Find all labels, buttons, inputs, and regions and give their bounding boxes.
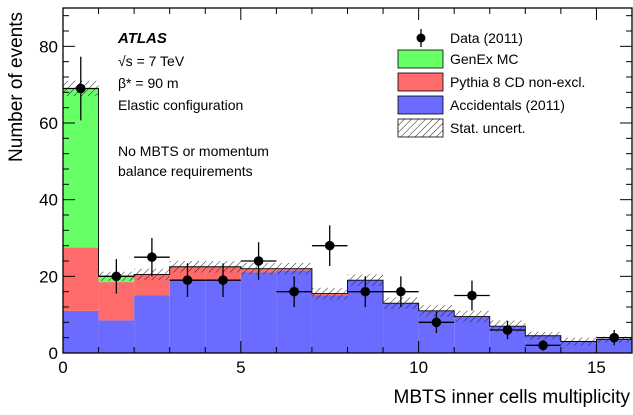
y-tick-label-20: 20: [39, 267, 58, 286]
data-point-8: [360, 286, 371, 297]
bar-series1-bin0: [63, 247, 99, 311]
data-point-0: [75, 83, 86, 94]
stat-uncert-band-bin10: [418, 305, 455, 317]
bar-series0-bin14: [560, 341, 597, 353]
legend-entry-genex: GenEx MC: [397, 49, 518, 69]
x-tick-label-10: 10: [409, 358, 428, 377]
stat-uncert-band-bin6: [276, 262, 312, 275]
configuration-label: Elastic configuration: [118, 97, 243, 113]
atlas-label: ATLAS: [117, 30, 167, 47]
stat-uncert-band-bin7: [311, 287, 348, 300]
stat-uncert-band-bin11: [454, 310, 490, 323]
axes: 0 5 10 15 0 20 40 60 80: [39, 8, 633, 377]
x-tick-label-5: 5: [236, 358, 245, 377]
bar-series0-bin5: [240, 272, 277, 353]
bar-series0-bin0: [63, 310, 99, 353]
data-point-9: [396, 286, 406, 297]
y-tick-label-60: 60: [39, 114, 58, 133]
legend-entry-data: Data (2011): [416, 29, 523, 47]
stat-uncert-band-bin14: [560, 337, 597, 346]
data-point-3: [182, 275, 193, 285]
x-tick-label-15: 15: [587, 358, 606, 377]
data-points: [63, 56, 632, 351]
x-axis-title: MBTS inner cells multiplicity: [394, 387, 631, 408]
bar-series0-bin7: [311, 295, 348, 353]
data-point-12: [502, 325, 513, 335]
legend-stat-uncert-label: Stat. uncert.: [450, 120, 525, 136]
legend-genex-swatch: [397, 49, 444, 69]
bar-series0-bin1: [98, 320, 135, 353]
y-tick-label-0: 0: [49, 344, 58, 363]
legend-pythia-swatch: [397, 72, 444, 92]
data-point-5: [253, 256, 264, 266]
legend-genex-label: GenEx MC: [450, 51, 518, 67]
stat-uncert-band-bin13: [525, 331, 561, 340]
legend-data-marker: [416, 33, 426, 43]
y-tick-label-80: 80: [39, 37, 58, 56]
data-point-10: [431, 317, 442, 328]
y-tick-label-40: 40: [39, 191, 58, 210]
legend-entry-accidentals: Accidentals (2011): [397, 95, 565, 115]
legend-stat-uncert-swatch: [397, 118, 444, 138]
x-tick-label-0: 0: [58, 358, 67, 377]
data-point-13: [538, 340, 548, 351]
legend-entry-pythia: Pythia 8 CD non-excl.: [397, 72, 585, 92]
bar-series0-bin9: [383, 303, 419, 353]
legend-accidentals-swatch: [397, 95, 444, 115]
data-point-1: [111, 271, 122, 282]
beta-star-label: β* = 90 m: [118, 75, 179, 91]
stacked-bars: [63, 88, 632, 353]
legend: Data (2011) GenEx MC Pythia 8 CD non-exc…: [397, 29, 585, 138]
energy-label: √s = 7 TeV: [118, 53, 185, 69]
legend-accidentals-label: Accidentals (2011): [450, 97, 565, 113]
data-point-14: [609, 332, 620, 343]
note-line-2: balance requirements: [118, 163, 253, 179]
note-line-1: No MBTS or momentum: [118, 143, 269, 159]
legend-data-label: Data (2011): [450, 30, 523, 46]
data-point-6: [289, 286, 299, 297]
data-point-4: [218, 275, 228, 285]
y-axis-title: Number of events: [6, 12, 27, 162]
bar-series0-bin11: [454, 316, 490, 353]
bar-series0-bin15: [596, 339, 632, 353]
data-point-11: [467, 290, 477, 301]
data-point-2: [147, 252, 157, 262]
legend-pythia-label: Pythia 8 CD non-excl.: [450, 74, 585, 90]
data-point-7: [324, 240, 335, 251]
legend-entry-stat-uncert: Stat. uncert.: [397, 118, 525, 138]
bar-series0-bin2: [134, 295, 170, 353]
